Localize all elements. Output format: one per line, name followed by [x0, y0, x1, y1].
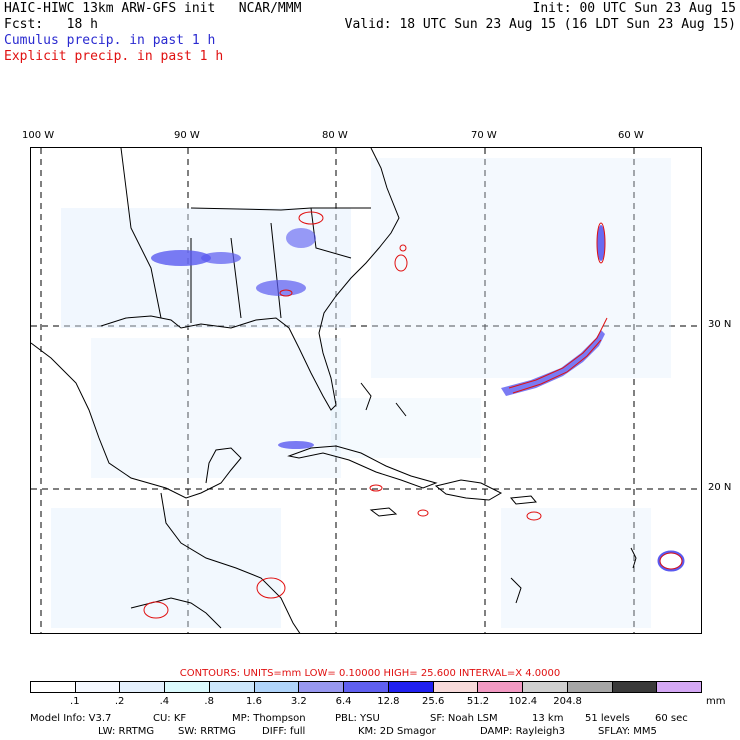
init-time: Init: 00 UTC Sun 23 Aug 15 — [533, 2, 737, 16]
color-bar-tick-label: 25.6 — [422, 696, 444, 707]
color-bar-swatch — [210, 682, 255, 692]
precip-map — [30, 147, 702, 634]
color-bar-tick-label: .2 — [115, 696, 125, 707]
contour-info: CONTOURS: UNITS=mm LOW= 0.10000 HIGH= 25… — [0, 668, 740, 679]
lon-label-70w: 70 W — [471, 130, 497, 141]
color-bar-swatch — [613, 682, 658, 692]
color-bar-swatch — [120, 682, 165, 692]
color-bar-tick-label: 1.6 — [246, 696, 262, 707]
model-info-pbl: PBL: YSU — [335, 713, 380, 724]
model-info-resolution: 13 km — [532, 713, 563, 724]
model-info-timestep: 60 sec — [655, 713, 688, 724]
model-info-sflay: SFLAY: MM5 — [598, 726, 657, 737]
lon-label-100w: 100 W — [22, 130, 54, 141]
forecast-hour: Fcst: 18 h — [4, 18, 98, 32]
lon-label-60w: 60 W — [618, 130, 644, 141]
color-bar-swatch — [344, 682, 389, 692]
model-info-cu: CU: KF — [153, 713, 186, 724]
lon-label-90w: 90 W — [174, 130, 200, 141]
model-info-mp: MP: Thompson — [232, 713, 306, 724]
color-bar-units: mm — [706, 696, 725, 707]
color-bar-tick-label: 12.8 — [377, 696, 399, 707]
color-bar-swatch — [434, 682, 479, 692]
color-bar-tick-label: 6.4 — [336, 696, 352, 707]
explicit-label: Explicit precip. in past 1 h — [4, 50, 223, 64]
model-info-version: Model Info: V3.7 — [30, 713, 111, 724]
model-info-km: KM: 2D Smagor — [358, 726, 436, 737]
color-bar-swatch — [657, 682, 701, 692]
color-bar-swatch — [478, 682, 523, 692]
color-bar-swatch — [165, 682, 210, 692]
color-bar-labels: .1 .2 .4 .8 1.6 3.2 6.4 12.8 25.6 51.2 102.4 204.8 — [30, 696, 702, 708]
model-title: HAIC-HIWC 13km ARW-GFS init NCAR/MMM — [4, 2, 301, 16]
color-bar-swatch — [299, 682, 344, 692]
color-bar-tick-label: 102.4 — [508, 696, 537, 707]
cumulus-label: Cumulus precip. in past 1 h — [4, 34, 215, 48]
color-bar-swatch — [523, 682, 568, 692]
color-bar-tick-label: .1 — [70, 696, 80, 707]
color-bar-swatch — [389, 682, 434, 692]
lat-label-20n: 20 N — [708, 482, 731, 493]
color-bar-swatch — [76, 682, 121, 692]
model-info-sw: SW: RRTMG — [178, 726, 236, 737]
color-bar-tick-label: 3.2 — [291, 696, 307, 707]
color-bar — [30, 681, 702, 693]
color-bar-swatch — [31, 682, 76, 692]
light-precip-shading — [51, 158, 671, 628]
model-info-levels: 51 levels — [585, 713, 630, 724]
color-bar-swatch — [255, 682, 300, 692]
lat-label-30n: 30 N — [708, 319, 731, 330]
color-bar-swatch — [568, 682, 613, 692]
model-info-lw: LW: RRTMG — [98, 726, 154, 737]
color-bar-tick-label: 51.2 — [467, 696, 489, 707]
color-bar-tick-label: .8 — [204, 696, 214, 707]
model-info-damp: DAMP: Rayleigh3 — [480, 726, 565, 737]
model-info-diff: DIFF: full — [262, 726, 305, 737]
color-bar-tick-label: .4 — [160, 696, 170, 707]
model-info-sf: SF: Noah LSM — [430, 713, 498, 724]
lon-label-80w: 80 W — [322, 130, 348, 141]
map-canvas — [31, 148, 702, 634]
valid-time: Valid: 18 UTC Sun 23 Aug 15 (16 LDT Sun … — [345, 18, 736, 32]
color-bar-tick-label: 204.8 — [553, 696, 582, 707]
